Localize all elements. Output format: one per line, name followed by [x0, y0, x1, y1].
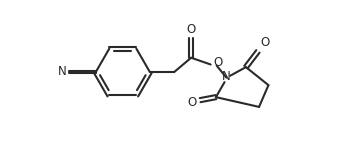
Text: O: O	[213, 56, 223, 70]
Text: N: N	[222, 70, 231, 83]
Text: N: N	[58, 66, 67, 78]
Text: O: O	[260, 36, 269, 49]
Text: O: O	[187, 95, 197, 109]
Text: O: O	[186, 23, 196, 36]
